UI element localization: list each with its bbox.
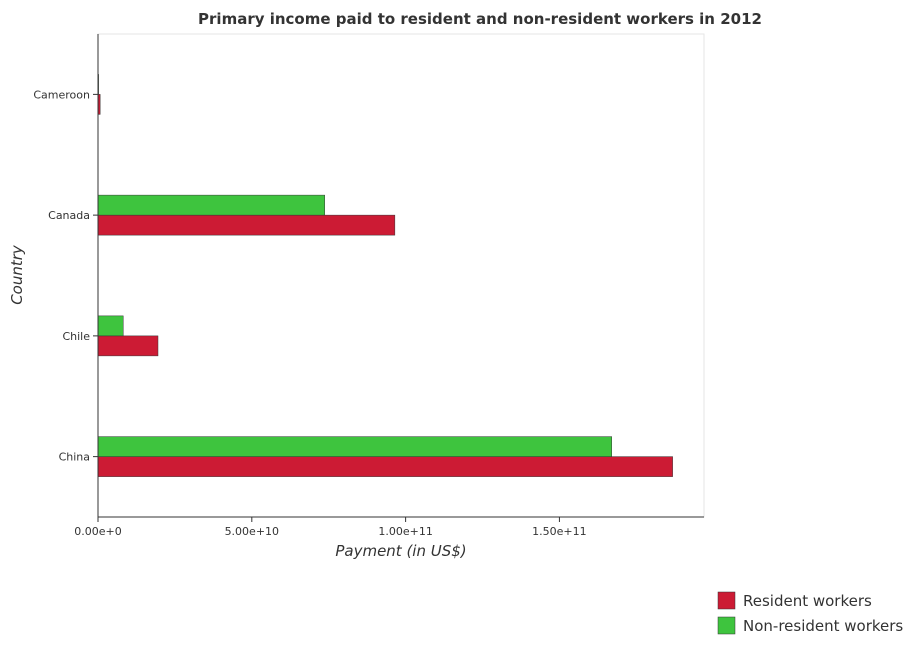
legend-swatch [717, 591, 736, 610]
x-axis-label: Payment (in US$) [335, 542, 466, 560]
legend-label: Resident workers [743, 592, 872, 610]
y-tick-label: Canada [48, 209, 90, 222]
ticks-layer: Cameroon Canada Chile China 0.00e+0 5.00e+10 1… [33, 88, 586, 538]
bar-non-resident-canada [97, 194, 325, 216]
legend-swatch [717, 616, 736, 635]
bar-non-resident-chile [97, 315, 124, 337]
x-tick-label: 1.00e+11 [378, 525, 432, 538]
bar-resident-canada [97, 214, 396, 236]
y-tick-label: Cameroon [33, 88, 90, 101]
y-axis-label: Country [8, 244, 26, 305]
bar-resident-chile [97, 335, 159, 357]
x-tick-label: 5.00e+10 [225, 525, 279, 538]
x-tick-label: 1.50e+11 [532, 525, 586, 538]
y-tick-label: China [59, 451, 90, 464]
legend: Resident workers Non-resident workers [717, 591, 903, 635]
y-tick-label: Chile [62, 330, 90, 343]
chart-title: Primary income paid to resident and non-… [198, 10, 762, 28]
legend-label: Non-resident workers [743, 617, 903, 635]
bar-resident-china [97, 456, 673, 477]
bar-non-resident-china [97, 436, 612, 457]
x-tick-label: 0.00e+0 [74, 525, 121, 538]
